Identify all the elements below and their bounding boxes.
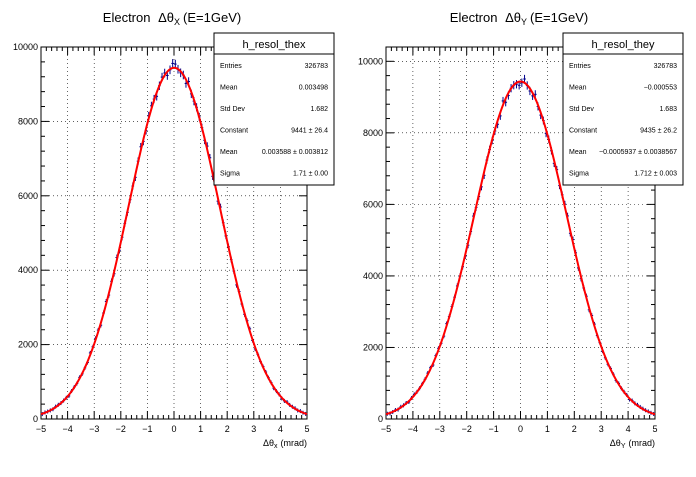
stats-row-label: Mean bbox=[220, 149, 238, 156]
stats-row-value: 1.683 bbox=[659, 106, 677, 113]
stats-row-value: 326783 bbox=[305, 63, 328, 70]
stats-row-label: Sigma bbox=[220, 171, 240, 178]
stats-row-value: 0.003498 bbox=[299, 85, 328, 92]
x-tick-label: −4 bbox=[408, 424, 418, 434]
x-tick-label: 1 bbox=[198, 424, 203, 434]
stats-row-label: Constant bbox=[569, 128, 597, 135]
stats-row-label: Std Dev bbox=[569, 106, 594, 113]
right-stats-name: h_resol_they bbox=[592, 39, 655, 51]
y-tick-label: 10000 bbox=[358, 56, 383, 66]
y-tick-label: 6000 bbox=[18, 191, 38, 201]
y-tick-label: 4000 bbox=[363, 271, 383, 281]
stats-row-label: Std Dev bbox=[220, 106, 245, 113]
y-tick-label: 2000 bbox=[18, 340, 38, 350]
x-tick-label: −3 bbox=[435, 424, 445, 434]
x-tick-label: −5 bbox=[36, 424, 46, 434]
right-x-axis-label: ΔθY (mrad) bbox=[610, 438, 655, 450]
stats-row-value: 1.71 ± 0.00 bbox=[293, 171, 328, 178]
x-tick-label: 0 bbox=[171, 424, 176, 434]
y-tick-label: 0 bbox=[33, 414, 38, 424]
stats-row-label: Mean bbox=[569, 149, 587, 156]
x-tick-label: 4 bbox=[626, 424, 631, 434]
stats-row-label: Entries bbox=[569, 63, 591, 70]
left-title: Electron ΔθX (E=1GeV) bbox=[103, 10, 241, 27]
x-tick-label: 5 bbox=[652, 424, 657, 434]
x-tick-label: 5 bbox=[304, 424, 309, 434]
stats-row-value: 9441 ± 26.4 bbox=[291, 128, 328, 135]
x-tick-label: −3 bbox=[89, 424, 99, 434]
y-tick-label: 0 bbox=[378, 414, 383, 424]
stats-row-value: 9435 ± 26.2 bbox=[640, 128, 677, 135]
stats-row-label: Entries bbox=[220, 63, 242, 70]
stats-row-value: 1.682 bbox=[310, 106, 328, 113]
right-title: Electron ΔθY (E=1GeV) bbox=[450, 10, 588, 27]
stats-row-value: 1.712 ± 0.003 bbox=[634, 171, 677, 178]
stats-row-value: 326783 bbox=[654, 63, 677, 70]
stats-row-label: Mean bbox=[220, 85, 238, 92]
stats-row-value: −0.0005937 ± 0.0038567 bbox=[599, 149, 677, 156]
y-tick-label: 6000 bbox=[363, 199, 383, 209]
left-stats-name: h_resol_thex bbox=[243, 39, 306, 51]
x-tick-label: −1 bbox=[142, 424, 152, 434]
x-tick-label: 0 bbox=[518, 424, 523, 434]
y-tick-label: 2000 bbox=[363, 342, 383, 352]
x-tick-label: 4 bbox=[278, 424, 283, 434]
x-tick-label: 2 bbox=[225, 424, 230, 434]
left-x-axis-label: Δθx (mrad) bbox=[263, 438, 307, 450]
x-tick-label: −4 bbox=[62, 424, 72, 434]
right-stats-box: h_resol_they Entries 326783 Mean −0.000553 S… bbox=[562, 32, 684, 186]
x-tick-label: −5 bbox=[381, 424, 391, 434]
y-tick-label: 8000 bbox=[363, 128, 383, 138]
y-tick-label: 10000 bbox=[13, 42, 38, 52]
stats-row-value: −0.000553 bbox=[644, 85, 677, 92]
left-panel: Electron ΔθX (E=1GeV) −5 −4 −3 −2 −1 0 1 2 3 4 5 0 20… bbox=[13, 10, 335, 450]
right-gaussian-fit-line bbox=[385, 80, 656, 416]
stats-row-label: Sigma bbox=[569, 171, 589, 178]
x-tick-label: 1 bbox=[545, 424, 550, 434]
y-tick-label: 8000 bbox=[18, 116, 38, 126]
x-tick-label: 3 bbox=[599, 424, 604, 434]
left-stats-box: h_resol_thex Entries 326783 Mean 0.003498 St… bbox=[213, 32, 335, 186]
left-gaussian-fit-line bbox=[40, 66, 308, 416]
stats-row-label: Constant bbox=[220, 128, 248, 135]
right-panel: Electron ΔθY (E=1GeV) −5 −4 −3 −2 −1 0 1 2 3 4 5 0 20… bbox=[358, 10, 684, 450]
stats-row-label: Mean bbox=[569, 85, 587, 92]
x-tick-label: −1 bbox=[488, 424, 498, 434]
left-grid bbox=[40, 47, 308, 419]
stats-row-value: 0.003588 ± 0.003812 bbox=[262, 149, 328, 156]
y-tick-label: 4000 bbox=[18, 265, 38, 275]
x-tick-label: −2 bbox=[116, 424, 126, 434]
x-tick-label: 3 bbox=[251, 424, 256, 434]
x-tick-label: −2 bbox=[462, 424, 472, 434]
right-ticks: −5 −4 −3 −2 −1 0 1 2 3 4 5 0 2000 4000 6000 8000 10000 bbox=[358, 47, 658, 434]
x-tick-label: 2 bbox=[572, 424, 577, 434]
